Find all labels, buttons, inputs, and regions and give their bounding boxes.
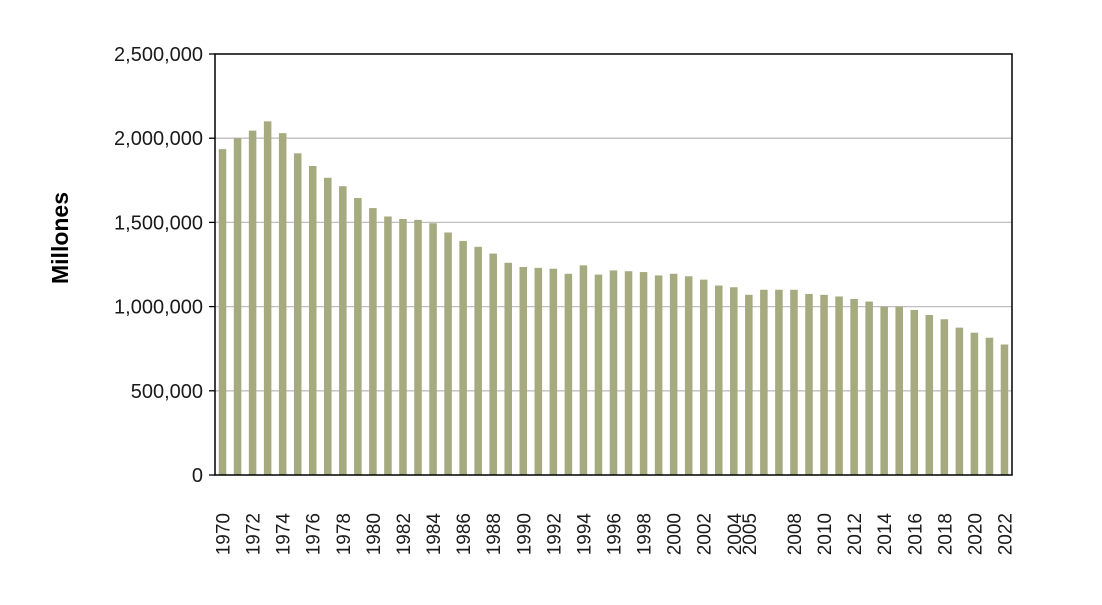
bar [293, 153, 302, 475]
bar [1000, 344, 1009, 475]
bar [760, 289, 768, 475]
bar [985, 337, 994, 475]
bar [835, 296, 843, 475]
x-tick-label: 1970 [214, 513, 235, 555]
bar [504, 262, 512, 475]
y-tick-label: 500,000 [131, 381, 203, 403]
bar [880, 306, 888, 475]
y-axis-label: Millones [47, 192, 73, 284]
bar [534, 267, 543, 475]
bar [369, 208, 377, 475]
x-tick-label: 1980 [364, 513, 385, 555]
bar [895, 306, 903, 475]
bar [940, 319, 949, 475]
bar [233, 138, 242, 475]
bar [850, 299, 858, 475]
x-tick-label: 2004 [725, 513, 746, 556]
axes [209, 53, 1013, 476]
y-tick-labels: 0 500,000 1,000,000 1,500,000 2,000,000 2,500… [114, 44, 203, 487]
bar [594, 274, 603, 475]
bar [278, 133, 287, 475]
bar [308, 165, 317, 475]
bar [519, 267, 528, 475]
bar [579, 265, 588, 475]
bar [639, 272, 648, 475]
x-tick-label: 1974 [274, 513, 295, 556]
y-tick-label: 2,500,000 [114, 44, 203, 66]
bar [549, 268, 558, 475]
x-tick-label: 2008 [785, 513, 806, 555]
bar [324, 177, 332, 476]
bar [429, 223, 437, 475]
x-tick-label: 1994 [574, 513, 595, 556]
bar [354, 197, 362, 475]
bar [820, 294, 828, 475]
y-tick-label: 1,500,000 [114, 212, 203, 234]
bar [654, 275, 663, 475]
bar [790, 289, 798, 475]
x-tick-label: 1990 [514, 513, 535, 555]
bar [970, 332, 979, 475]
bar [955, 327, 964, 475]
bar [624, 271, 633, 475]
x-tick-label: 1998 [635, 513, 656, 555]
x-tick-label: 2002 [695, 513, 716, 555]
bar [474, 246, 482, 475]
x-tick-label: 1986 [454, 513, 475, 555]
bars [218, 121, 1009, 476]
bar [910, 309, 919, 475]
x-tick-label: 2016 [905, 513, 926, 555]
y-tick-label: 2,000,000 [114, 128, 203, 150]
bar [459, 240, 467, 475]
x-tick-label: 2005 [740, 513, 761, 555]
bar [730, 287, 738, 475]
x-tick-label: 2022 [995, 513, 1016, 555]
x-tick-label: 1988 [484, 513, 505, 555]
bar [669, 273, 678, 475]
x-tick-label: 2010 [815, 513, 836, 555]
plot-frame [214, 53, 1013, 476]
x-tick-label: 2000 [665, 513, 686, 555]
x-tick-label: 2020 [965, 513, 986, 555]
bar [745, 294, 753, 475]
bar [384, 216, 392, 476]
bar [564, 273, 573, 475]
x-tick-label: 1984 [424, 513, 445, 556]
x-tick-label: 1992 [544, 513, 565, 555]
x-tick-label: 1972 [244, 513, 265, 555]
x-tick-label: 1982 [394, 513, 415, 555]
x-tick-label: 1978 [334, 513, 355, 555]
bar [925, 315, 934, 475]
bar [715, 285, 723, 475]
x-tick-label: 1996 [605, 513, 626, 555]
y-tick-label: 0 [192, 465, 203, 487]
bar [263, 121, 272, 476]
bar [865, 301, 873, 475]
bar [684, 276, 693, 475]
bar [444, 232, 452, 475]
bar [218, 149, 227, 475]
bar [399, 219, 407, 475]
bar [339, 186, 347, 475]
bar [775, 289, 783, 475]
bar [489, 253, 497, 475]
bar [414, 219, 422, 475]
x-tick-label: 2018 [935, 513, 956, 555]
bar [805, 293, 813, 475]
x-tick-label: 2014 [875, 513, 896, 556]
y-tick-label: 1,000,000 [114, 297, 203, 319]
x-tick-label: 2012 [845, 513, 866, 555]
x-tick-labels: 1970 1972 1974 1976 1978 1980 1982 1984 1986 1988… [214, 513, 1017, 556]
bar [699, 279, 708, 475]
x-tick-label: 1976 [304, 513, 325, 555]
bar [248, 130, 257, 475]
bar [609, 270, 618, 475]
